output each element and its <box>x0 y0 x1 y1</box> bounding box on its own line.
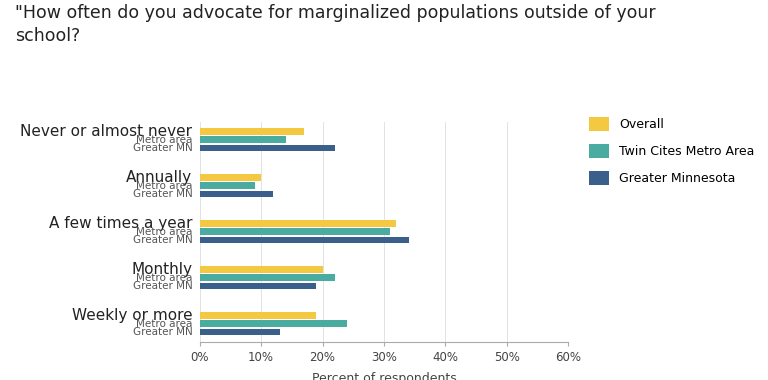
Bar <box>200 312 316 319</box>
Text: A few times a year: A few times a year <box>49 216 192 231</box>
Bar <box>200 128 304 135</box>
Bar <box>200 220 396 227</box>
Bar <box>200 191 273 198</box>
Text: Metro area: Metro area <box>136 273 192 283</box>
Text: Never or almost never: Never or almost never <box>20 124 192 139</box>
Bar <box>200 145 335 152</box>
Bar <box>200 274 335 281</box>
Text: Metro area: Metro area <box>136 181 192 191</box>
Text: Greater MN: Greater MN <box>133 235 192 245</box>
Legend: Overall, Twin Cites Metro Area, Greater Minnesota: Overall, Twin Cites Metro Area, Greater … <box>589 117 755 185</box>
Bar <box>200 174 261 181</box>
Text: Greater MN: Greater MN <box>133 189 192 199</box>
Text: Greater MN: Greater MN <box>133 143 192 153</box>
Bar <box>200 136 286 143</box>
Text: Greater MN: Greater MN <box>133 281 192 291</box>
Text: Weekly or more: Weekly or more <box>71 308 192 323</box>
Text: "How often do you advocate for marginalized populations outside of your
school?: "How often do you advocate for marginali… <box>15 4 656 45</box>
Bar <box>200 320 347 327</box>
Bar <box>200 266 323 273</box>
X-axis label: Percent of respondents: Percent of respondents <box>312 372 456 380</box>
Text: Greater MN: Greater MN <box>133 327 192 337</box>
Text: Monthly: Monthly <box>131 262 192 277</box>
Bar <box>200 329 280 336</box>
Text: Metro area: Metro area <box>136 135 192 145</box>
Text: Metro area: Metro area <box>136 319 192 329</box>
Text: Annually: Annually <box>126 170 192 185</box>
Bar <box>200 283 316 290</box>
Bar <box>200 237 409 244</box>
Text: Metro area: Metro area <box>136 227 192 237</box>
Bar <box>200 228 390 235</box>
Bar <box>200 182 255 189</box>
